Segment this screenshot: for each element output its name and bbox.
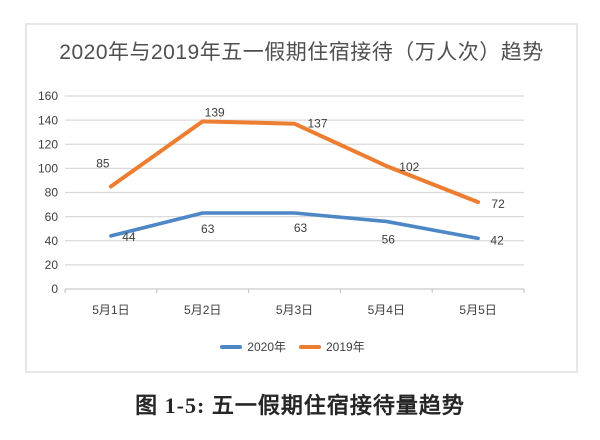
y-tick-label: 140 <box>38 113 58 127</box>
y-tick-label: 0 <box>51 282 58 296</box>
series-line-0 <box>109 211 480 241</box>
data-label: 72 <box>491 197 505 211</box>
data-label: 63 <box>294 221 308 235</box>
y-tick-label: 120 <box>38 137 58 151</box>
data-label: 139 <box>205 105 225 119</box>
y-tick-label: 100 <box>38 162 58 176</box>
legend-label-2019: 2019年 <box>326 340 365 354</box>
data-label: 85 <box>96 156 110 170</box>
series-line-1 <box>108 119 481 205</box>
legend-marker-2019-icon <box>299 344 321 349</box>
data-label: 56 <box>382 232 396 246</box>
data-label: 42 <box>490 233 504 247</box>
x-tick-label: 5月5日 <box>459 303 496 317</box>
legend-item-2019: 2019年 <box>299 338 365 355</box>
data-label: 63 <box>201 222 215 236</box>
x-tick-label: 5月1日 <box>92 303 129 317</box>
legend-item-2020: 2020年 <box>220 338 286 355</box>
y-tick-label: 60 <box>45 210 59 224</box>
figure-caption: 图 1-5: 五一假期住宿接待量趋势 <box>135 393 465 418</box>
y-tick-label: 80 <box>45 186 59 200</box>
data-label: 137 <box>307 117 327 131</box>
x-tick-label: 5月3日 <box>276 303 313 317</box>
chart-legend: 2020年 2019年 <box>18 338 567 355</box>
y-tick-label: 40 <box>45 234 59 248</box>
x-tick-label: 5月4日 <box>368 303 405 317</box>
data-label: 102 <box>399 160 419 174</box>
data-label: 44 <box>122 230 136 244</box>
chart-title: 2020年与2019年五一假期住宿接待（万人次）趋势 <box>59 41 544 64</box>
legend-label-2020: 2020年 <box>247 340 286 354</box>
legend-marker-2020-icon <box>220 344 243 349</box>
line-chart-plot: 0 20 40 60 80 100 120 140 160 5月1日 5月2日 5月3日 5月4日 5月5… <box>38 89 525 317</box>
y-tick-label: 20 <box>45 258 59 272</box>
y-tick-label: 160 <box>38 89 58 103</box>
x-tick-label: 5月2日 <box>184 303 221 317</box>
chart-container: 2020年与2019年五一假期住宿接待（万人次）趋势 0 20 40 60 80 100 1… <box>25 23 578 373</box>
